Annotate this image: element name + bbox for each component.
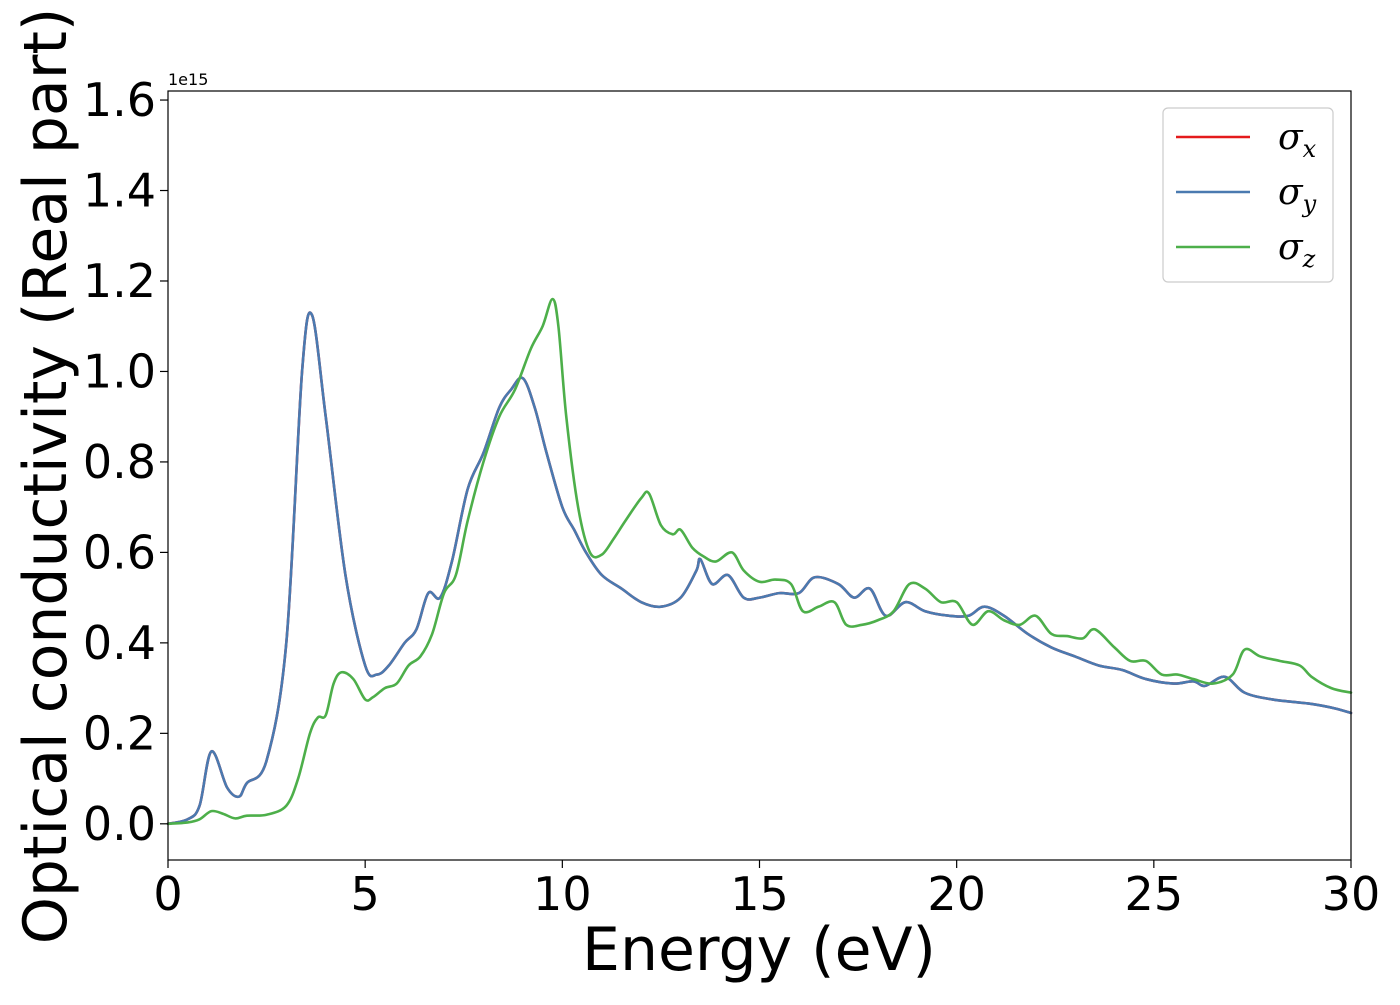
y-axis-title: Optical conductivity (Real part) [11,8,81,945]
legend-box [1162,107,1334,283]
y-tick-label: 1.6 [83,73,156,127]
x-tick-label: 25 [1125,867,1184,921]
x-tick-label: 15 [730,867,789,921]
legend-label-y: σy [1278,172,1317,218]
x-axis-title: Energy (eV) [582,915,936,985]
x-tick-label: 10 [533,867,592,921]
x-axis: 0 5 10 15 20 25 30 [153,860,1380,921]
x-tick-label: 0 [153,867,182,921]
y-tick-label: 0.4 [83,616,156,670]
y-tick-label: 1.2 [83,254,156,308]
y-tick-label: 1.0 [83,344,156,398]
y-tick-label: 0.2 [83,706,156,760]
legend: σx σy σz [1162,107,1334,283]
y-offset-label: 1e15 [168,70,208,89]
x-tick-label: 20 [927,867,986,921]
x-tick-label: 30 [1322,867,1381,921]
legend-label-z: σz [1278,227,1316,273]
y-tick-label: 0.8 [83,435,156,489]
y-tick-label: 0.6 [83,525,156,579]
series-line-y [166,311,1353,826]
y-tick-label: 1.4 [83,164,156,218]
y-tick-label: 0.0 [83,797,156,851]
legend-label-x: σx [1278,117,1317,163]
x-tick-label: 5 [351,867,380,921]
y-axis: 0.0 0.2 0.4 0.6 0.8 1.0 1.2 1.4 1.6 [83,73,168,851]
series-layer [166,297,1353,826]
series-line-z [166,297,1353,826]
